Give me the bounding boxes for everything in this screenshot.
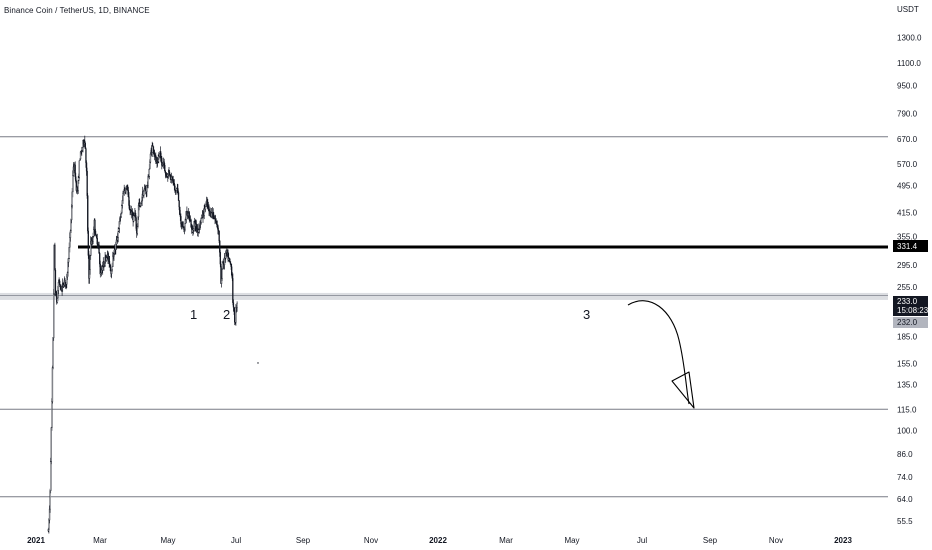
y-tick-label: 135.0 [897,381,918,390]
last-price-tag-bg [893,296,928,316]
candle-body [148,168,150,177]
x-tick-label: Mar [499,536,513,545]
price-axis[interactable]: USDT 1300.0 1100.0 950.0 790.0 670.0 570.0 495.… [897,5,922,526]
candle-body [143,190,145,196]
x-tick-label: Sep [296,536,311,545]
candle-body [232,302,235,308]
y-tick-label: 55.5 [897,517,913,526]
y-tick-label: 255.0 [897,283,918,292]
candle-body [161,157,163,166]
y-tick-label: 1300.0 [897,33,922,42]
y-tick-label: 950.0 [897,81,918,90]
candle-body [51,367,54,402]
x-tick-label: May [160,536,175,545]
support-band[interactable] [0,292,888,300]
x-tick-label: 2022 [429,536,447,545]
y-tick-label: 570.0 [897,160,918,169]
bar-countdown: 15:08:23 [897,306,929,315]
y-tick-label: 74.0 [897,473,913,482]
y-tick-label: 1100.0 [897,59,921,68]
candle-body [204,206,207,210]
candle-body [87,195,89,232]
candle-body [178,200,180,208]
y-tick-label: 790.0 [897,110,918,119]
candle-body [133,215,135,222]
y-tick-label: 115.0 [897,405,917,414]
price-tags: 331.4 233.015:08:23 232.0 [893,240,929,328]
x-tick-label: 2021 [27,536,45,545]
candle-body [177,192,180,201]
resistance-price-tag: 331.4 [897,242,918,251]
other-price-tag: 232.0 [897,318,918,327]
y-tick-label: 155.0 [897,360,918,369]
candle-body [184,223,186,230]
currency-label: USDT [897,5,919,14]
candle-body [111,266,113,271]
candle-body [165,174,168,177]
candle-body [229,258,231,262]
candle-body [147,176,149,186]
resistance-price-tag-bg [893,240,928,252]
candle-body [236,303,238,308]
dot-mark [257,362,259,364]
candle-body [53,293,55,339]
horizontal-lines [0,136,888,498]
pattern-marker[interactable]: 2 [223,307,230,322]
candle-body [51,401,53,428]
y-tick-label: 295.0 [897,261,918,270]
drawings: 1 2 3 [190,300,695,409]
x-tick-label: Sep [703,536,718,545]
candle-body [232,278,234,303]
projection-arrowhead[interactable] [671,371,695,409]
y-tick-label: 670.0 [897,135,918,144]
candle-body [50,461,52,491]
x-tick-label: Jul [231,536,241,545]
candle-body [64,282,67,284]
x-tick-label: 2023 [834,536,852,545]
candle-body [54,244,56,271]
candle-body [98,244,100,254]
candle-body [221,268,223,279]
x-tick-label: Nov [364,536,378,545]
projection-curve[interactable] [627,300,690,405]
chart-title: Binance Coin / TetherUS, 1D, BINANCE [4,6,150,15]
candle-body [72,175,74,193]
candle-body [174,185,176,191]
candle-body [149,153,152,163]
candle-body [50,427,53,462]
x-tick-label: Jul [637,536,647,545]
candle-body [122,193,124,201]
other-price-tag-bg [893,317,928,328]
y-tick-label: 185.0 [897,332,918,341]
x-tick-label: Nov [769,536,783,545]
time-axis[interactable]: 2021 Mar May Jul Sep Nov 2022 Mar May Jul Sep Nov 20… [27,536,852,545]
y-tick-label: 415.0 [897,209,918,218]
candle-body [117,231,119,239]
candle-body [64,279,66,283]
candle-body [52,337,54,368]
candle-body [67,258,70,263]
x-tick-label: Mar [93,536,107,545]
pattern-marker[interactable]: 1 [190,307,197,322]
candle-body [84,140,86,144]
y-tick-label: 100.0 [897,427,918,436]
x-tick-label: May [564,536,579,545]
candle-body [78,160,81,178]
pattern-marker[interactable]: 3 [583,307,590,322]
y-tick-label: 86.0 [897,450,913,459]
y-tick-label: 355.0 [897,232,918,241]
y-tick-label: 64.0 [897,495,913,504]
last-price-value: 233.0 [897,297,918,306]
candles [47,135,238,534]
candle-body [86,170,88,196]
candle-body [49,490,51,510]
candle-body [218,230,220,242]
candle-body [209,210,211,217]
y-tick-label: 495.0 [897,181,918,190]
